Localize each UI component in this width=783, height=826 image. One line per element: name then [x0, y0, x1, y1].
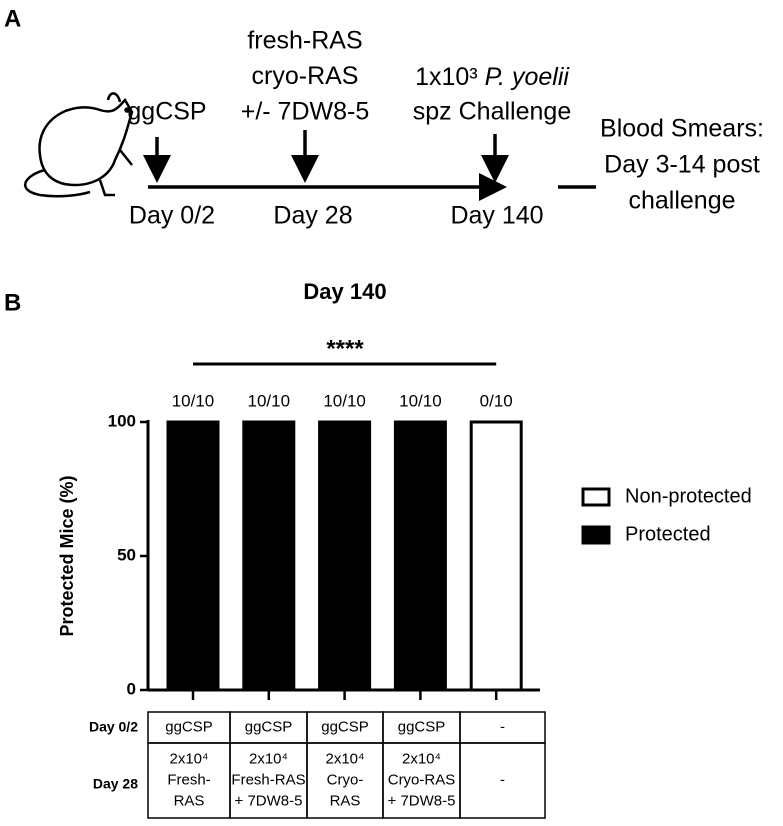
table-text: + 7DW8-5 — [388, 792, 456, 809]
bar-label: 10/10 — [399, 391, 442, 410]
bar — [469, 420, 523, 692]
table-text: Fresh-RAS — [231, 771, 305, 788]
panel-letter: A — [4, 5, 21, 32]
table-text: ggCSP — [321, 718, 369, 735]
panel-letter: B — [4, 289, 21, 316]
table-text: Fresh- — [167, 771, 210, 788]
bar-label: 10/10 — [248, 391, 291, 410]
legend-label: Protected — [625, 523, 711, 545]
row-label: Day 28 — [93, 776, 138, 792]
bar — [393, 420, 447, 692]
bar-label: 0/10 — [480, 391, 513, 410]
event-label: cryo-RAS — [252, 62, 359, 90]
event-label: 1x10³ P. yoelii — [415, 63, 570, 91]
event-label: ggCSP — [127, 98, 206, 126]
day-label: Day 0/2 — [129, 202, 215, 230]
bar — [318, 420, 372, 692]
timeline — [143, 130, 596, 201]
table-text: - — [500, 718, 505, 735]
legend-swatch — [581, 525, 611, 545]
row-label: Day 0/2 — [89, 719, 138, 735]
bar-label: 10/10 — [172, 391, 215, 410]
table-text: RAS — [330, 792, 361, 809]
event-label: fresh-RAS — [247, 27, 362, 55]
table-text: ggCSP — [165, 718, 213, 735]
chart-title: Day 140 — [303, 279, 386, 304]
table-text: + 7DW8-5 — [235, 792, 303, 809]
readout-label: Blood Smears: — [600, 115, 764, 143]
y-tick-label: 50 — [117, 545, 136, 564]
table-cell — [459, 742, 546, 819]
table-text: Cryo- — [327, 771, 364, 788]
legend-label: Non-protected — [625, 485, 752, 507]
bar — [242, 420, 296, 692]
event-label: +/- 7DW8-5 — [241, 98, 370, 126]
table-text: 2x10⁴ — [249, 750, 288, 767]
bar — [166, 420, 220, 692]
bar-label: 10/10 — [323, 391, 366, 410]
significance: **** — [326, 335, 364, 362]
y-tick-label: 100 — [108, 411, 136, 430]
table-text: 2x10⁴ — [170, 750, 209, 767]
table-text: Cryo-RAS — [388, 771, 456, 788]
table-text: 2x10⁴ — [402, 750, 441, 767]
table-text: ggCSP — [245, 718, 293, 735]
table-text: 2x10⁴ — [326, 750, 365, 767]
day-label: Day 28 — [273, 202, 352, 230]
y-tick-label: 0 — [127, 679, 136, 698]
legend-swatch — [581, 487, 611, 507]
day-label: Day 140 — [450, 202, 543, 230]
table-text: ggCSP — [398, 718, 446, 735]
readout-label: challenge — [628, 187, 735, 215]
readout-label: Day 3-14 post — [604, 151, 760, 179]
table-text: - — [500, 771, 505, 788]
mouse-icon — [23, 92, 134, 198]
y-axis-label: Protected Mice (%) — [57, 475, 77, 636]
event-label: spz Challenge — [413, 98, 571, 126]
table-text: RAS — [174, 792, 205, 809]
event-label-part: 1x10³ — [415, 63, 478, 91]
event-label-part: P. yoelii — [485, 63, 571, 91]
